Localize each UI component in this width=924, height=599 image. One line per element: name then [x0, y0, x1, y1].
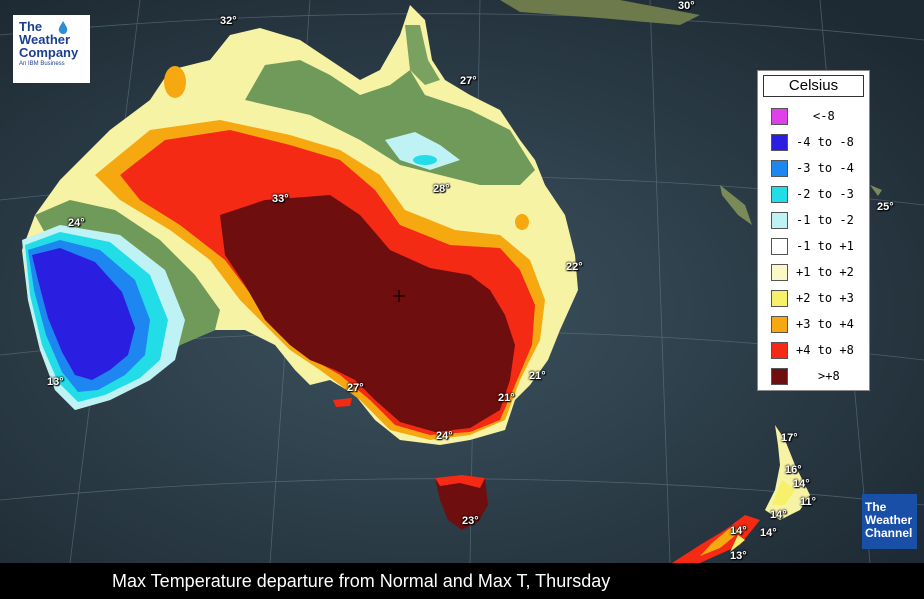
legend-label: +1 to +2	[796, 265, 854, 279]
temp-label-west: 24°	[68, 217, 85, 229]
legend: Celsius <-8 -4 to -8 -3 to -4 -2 to -3 -…	[757, 70, 870, 391]
north-green	[245, 60, 535, 185]
legend-swatch	[771, 134, 788, 151]
legend-row: +2 to +3	[758, 287, 869, 311]
nw-orange-spot	[164, 66, 186, 98]
legend-label: >+8	[818, 369, 840, 383]
legend-swatch	[771, 186, 788, 203]
nz-north-island-inner	[772, 480, 795, 505]
legend-label: -1 to -2	[796, 213, 854, 227]
legend-swatch	[771, 238, 788, 255]
legend-swatch	[771, 290, 788, 307]
temp-label-brisbane: 22°	[566, 261, 583, 273]
temp-label-port-moresby: 30°	[678, 0, 695, 12]
legend-label: +2 to +3	[796, 291, 854, 305]
legend-row: -2 to -3	[758, 183, 869, 207]
caption-text: Max Temperature departure from Normal an…	[112, 571, 611, 591]
temp-label-nelson: 14°	[730, 525, 747, 537]
kangaroo-island	[333, 398, 352, 407]
logo-subtitle: An IBM Business	[19, 61, 65, 67]
legend-swatch	[771, 264, 788, 281]
temp-label-canberra: 21°	[498, 392, 515, 404]
legend-title: Celsius	[763, 75, 864, 97]
logo-line: Weather	[19, 32, 71, 47]
dark-red-zone	[220, 195, 515, 432]
qld-light-blue	[385, 132, 460, 170]
legend-row: +4 to +8	[758, 339, 869, 363]
nz-south-island	[672, 515, 760, 563]
legend-row: >+8	[758, 365, 869, 389]
legend-label: -3 to -4	[796, 161, 854, 175]
temp-label-christchurch: 13°	[730, 550, 747, 562]
legend-swatch	[771, 212, 788, 229]
legend-row: <-8	[758, 105, 869, 129]
legend-row: -1 to -2	[758, 209, 869, 233]
east-orange-spot	[515, 214, 529, 230]
weather-channel-logo: The Weather Channel	[862, 494, 917, 549]
legend-row: +1 to +2	[758, 261, 869, 285]
temp-label-sydney: 21°	[529, 370, 546, 382]
channel-logo-line: Weather	[865, 513, 913, 527]
temp-label-cairns: 27°	[460, 75, 477, 87]
legend-swatch	[771, 316, 788, 333]
legend-swatch	[771, 368, 788, 385]
temp-label-melbourne: 24°	[436, 430, 453, 442]
logo-line: The	[19, 19, 43, 34]
temp-label-qld-interior: 28°	[433, 183, 450, 195]
temp-label-darwin: 32°	[220, 15, 237, 27]
tasmania-edge	[435, 475, 485, 488]
legend-label: +3 to +4	[796, 317, 854, 331]
caption-bar: Max Temperature departure from Normal an…	[0, 563, 924, 599]
temp-label-perth: 13°	[47, 376, 64, 388]
legend-swatch	[771, 160, 788, 177]
west-deep-blue	[32, 248, 135, 380]
nz-south-island-yellow	[730, 535, 745, 552]
temp-label-wellington: 14°	[760, 527, 777, 539]
channel-logo-line: The	[865, 500, 887, 514]
legend-label: -2 to -3	[796, 187, 854, 201]
tasmania	[435, 475, 488, 530]
legend-label: -4 to -8	[796, 135, 854, 149]
qld-cyan	[413, 155, 437, 165]
temp-label-adelaide: 27°	[347, 382, 364, 394]
temp-label-napier: 11°	[800, 496, 817, 508]
temp-label-hobart: 23°	[462, 515, 479, 527]
legend-label: -1 to +1	[796, 239, 854, 253]
cape-york-green	[405, 25, 440, 85]
temp-label-noumea: 25°	[877, 201, 894, 213]
legend-swatch	[771, 342, 788, 359]
legend-label: <-8	[813, 109, 835, 123]
crosshair-marker	[393, 290, 405, 302]
legend-row: -4 to -8	[758, 131, 869, 155]
temp-label-rotorua: 14°	[793, 478, 810, 490]
new-guinea	[500, 0, 700, 25]
temp-label-central: 33°	[272, 193, 289, 205]
droplet-icon	[58, 21, 68, 35]
legend-row: -1 to +1	[758, 235, 869, 259]
temp-label-new-plymouth: 14°	[770, 509, 787, 521]
legend-row: +3 to +4	[758, 313, 869, 337]
temp-label-auckland: 17°	[781, 432, 798, 444]
channel-logo-line: Channel	[865, 526, 913, 540]
legend-swatch	[771, 108, 788, 125]
legend-label: +4 to +8	[796, 343, 854, 357]
legend-row: -3 to -4	[758, 157, 869, 181]
weather-company-logo: The Weather Company An IBM Business	[13, 15, 90, 83]
logo-line: Company	[19, 45, 79, 60]
nz-south-island-inner	[700, 528, 742, 556]
temp-label-hamilton: 16°	[785, 464, 802, 476]
